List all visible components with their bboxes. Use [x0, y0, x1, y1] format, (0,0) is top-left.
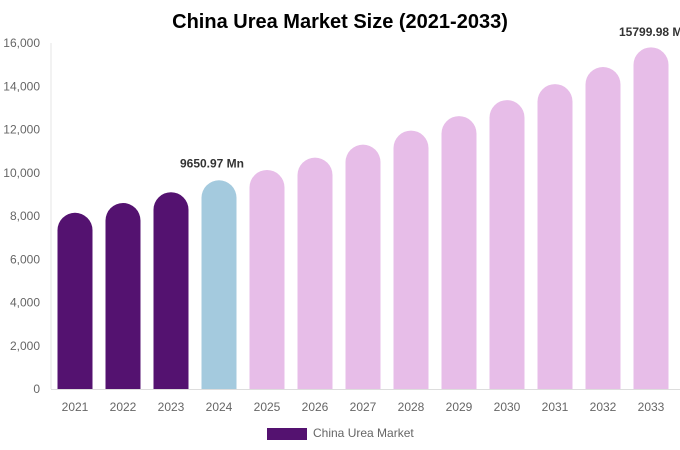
y-tick-label: 14,000 [3, 79, 40, 93]
x-tick-label: 2022 [110, 400, 137, 414]
data-labels: 9650.97 Mn 15799.98 Mn [180, 25, 680, 170]
bar-2028[interactable] [393, 130, 429, 390]
chart-title: China Urea Market Size (2021-2033) [172, 11, 508, 33]
x-tick-label: 2021 [62, 400, 89, 414]
x-tick-label: 2029 [446, 400, 473, 414]
y-tick-label: 4,000 [10, 296, 40, 310]
x-tick-label: 2031 [542, 400, 569, 414]
x-tick-label: 2030 [494, 400, 521, 414]
x-axis: 2021 2022 2023 2024 2025 2026 2027 2028 2029 2030… [51, 389, 680, 414]
bar-2022[interactable] [105, 203, 141, 389]
legend-swatch [267, 428, 307, 440]
bars [57, 47, 669, 390]
x-tick-label: 2023 [158, 400, 185, 414]
x-tick-label: 2025 [254, 400, 281, 414]
data-label: 9650.97 Mn [180, 156, 244, 170]
bar-2031[interactable] [537, 84, 573, 389]
bar-2026[interactable] [297, 157, 333, 389]
bar-2033[interactable] [633, 47, 669, 389]
y-axis: 0 2,000 4,000 6,000 8,000 10,000 12,000 14,000 1… [3, 36, 52, 396]
bar-2032[interactable] [585, 67, 621, 389]
bar-2029[interactable] [441, 116, 477, 389]
y-tick-label: 16,000 [3, 36, 40, 50]
x-tick-label: 2032 [590, 400, 617, 414]
x-tick-label: 2024 [206, 400, 233, 414]
y-tick-label: 10,000 [3, 166, 40, 180]
bar-2021[interactable] [57, 212, 93, 389]
legend[interactable]: China Urea Market [267, 426, 414, 440]
bar-2024[interactable] [201, 180, 237, 389]
x-tick-label: 2026 [302, 400, 329, 414]
bar-2023[interactable] [153, 192, 189, 389]
x-tick-label: 2027 [350, 400, 377, 414]
legend-label: China Urea Market [313, 426, 414, 440]
bar-2025[interactable] [249, 169, 285, 389]
bar-2027[interactable] [345, 144, 381, 389]
x-tick-label: 2028 [398, 400, 425, 414]
y-tick-label: 12,000 [3, 123, 40, 137]
bar-2030[interactable] [489, 100, 525, 389]
x-tick-label: 2033 [638, 400, 665, 414]
y-tick-label: 0 [33, 382, 40, 396]
y-tick-label: 6,000 [10, 252, 40, 266]
data-label: 15799.98 Mn [619, 25, 680, 39]
y-tick-label: 8,000 [10, 209, 40, 223]
y-tick-label: 2,000 [10, 339, 40, 353]
